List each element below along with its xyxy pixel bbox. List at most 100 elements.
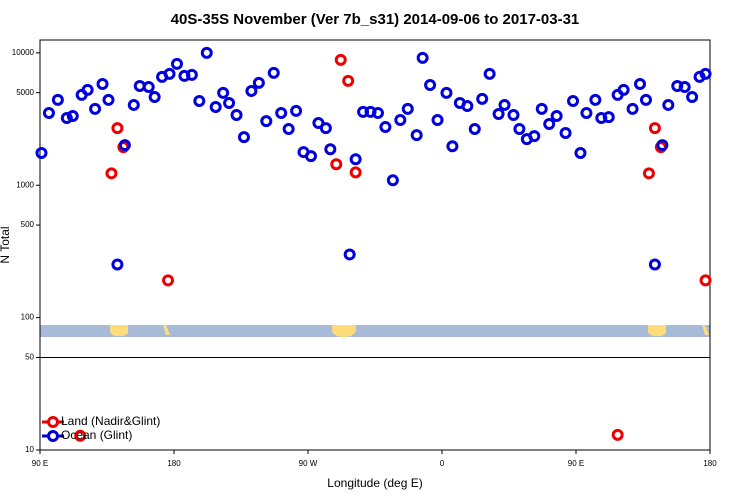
point [642, 167, 655, 180]
point [476, 92, 489, 105]
point [51, 93, 64, 106]
point [424, 78, 437, 91]
point [468, 122, 481, 135]
point [60, 111, 73, 124]
point [559, 126, 572, 139]
map-strip [40, 325, 710, 337]
point [440, 86, 453, 99]
y-axis-label: N Total [0, 226, 12, 263]
point [507, 109, 520, 122]
point [513, 122, 526, 135]
point [349, 153, 362, 166]
point [656, 139, 669, 152]
point [237, 131, 250, 144]
x-axis-label: Longitude (deg E) [327, 476, 422, 490]
y-tick-label: 100 [21, 313, 35, 322]
point [611, 428, 624, 441]
chart-title: 40S-35S November (Ver 7b_s31) 2014-09-06… [171, 11, 580, 28]
point [96, 77, 109, 90]
point [528, 130, 541, 143]
point [357, 105, 370, 118]
point [105, 167, 118, 180]
point [401, 102, 414, 115]
point [617, 83, 630, 96]
point [589, 93, 602, 106]
point [330, 158, 343, 171]
point [185, 68, 198, 81]
point [379, 121, 392, 134]
y-tick-label: 10 [25, 445, 34, 454]
point [699, 274, 712, 287]
legend-marker [47, 430, 59, 442]
point [209, 100, 222, 113]
point [142, 80, 155, 93]
point [416, 51, 429, 64]
point [634, 77, 647, 90]
point [371, 107, 384, 120]
point [699, 67, 712, 80]
point [394, 113, 407, 126]
point [245, 84, 258, 97]
point [648, 122, 661, 135]
point [35, 147, 48, 160]
point [111, 258, 124, 271]
point [686, 90, 699, 103]
point [550, 110, 563, 123]
point [626, 102, 639, 115]
point [574, 147, 587, 160]
point [580, 107, 593, 120]
point [81, 83, 94, 96]
legend-label: Ocean (Glint) [61, 428, 132, 442]
legend-marker [47, 416, 59, 428]
point [602, 111, 615, 124]
point [223, 96, 236, 109]
point [304, 150, 317, 163]
point [543, 118, 556, 131]
point [118, 139, 131, 152]
point [639, 93, 652, 106]
point [170, 57, 183, 70]
point [127, 98, 140, 111]
x-tick-label: 180 [167, 459, 181, 468]
point [111, 122, 124, 135]
point [535, 102, 548, 115]
point [492, 108, 505, 121]
point [342, 74, 355, 87]
y-tick-label: 1000 [16, 180, 34, 189]
x-tick-label: 0 [440, 459, 445, 468]
point [662, 98, 675, 111]
point [230, 109, 243, 122]
y-tick-label: 500 [21, 220, 35, 229]
x-tick-label: 90 E [568, 459, 584, 468]
x-tick-label: 90 W [299, 459, 318, 468]
point [410, 129, 423, 142]
point [66, 110, 79, 123]
y-tick-label: 50 [25, 353, 34, 362]
legend-label: Land (Nadir&Glint) [61, 414, 160, 428]
point [275, 107, 288, 120]
point [193, 94, 206, 107]
point [42, 107, 55, 120]
plot-frame [39, 39, 711, 451]
point [163, 67, 176, 80]
y-tick-label: 5000 [16, 88, 34, 97]
point [334, 53, 347, 66]
point [89, 102, 102, 115]
point [324, 143, 337, 156]
point [349, 166, 362, 179]
point [148, 90, 161, 103]
point [678, 80, 691, 93]
point [343, 248, 356, 261]
y-tick-label: 10000 [12, 48, 35, 57]
point [461, 99, 474, 112]
point [446, 140, 459, 153]
point [267, 66, 280, 79]
point [252, 76, 265, 89]
point [162, 274, 175, 287]
point [282, 122, 295, 135]
point [648, 258, 661, 271]
x-tick-label: 90 E [32, 459, 48, 468]
point [319, 122, 332, 135]
point [290, 104, 303, 117]
